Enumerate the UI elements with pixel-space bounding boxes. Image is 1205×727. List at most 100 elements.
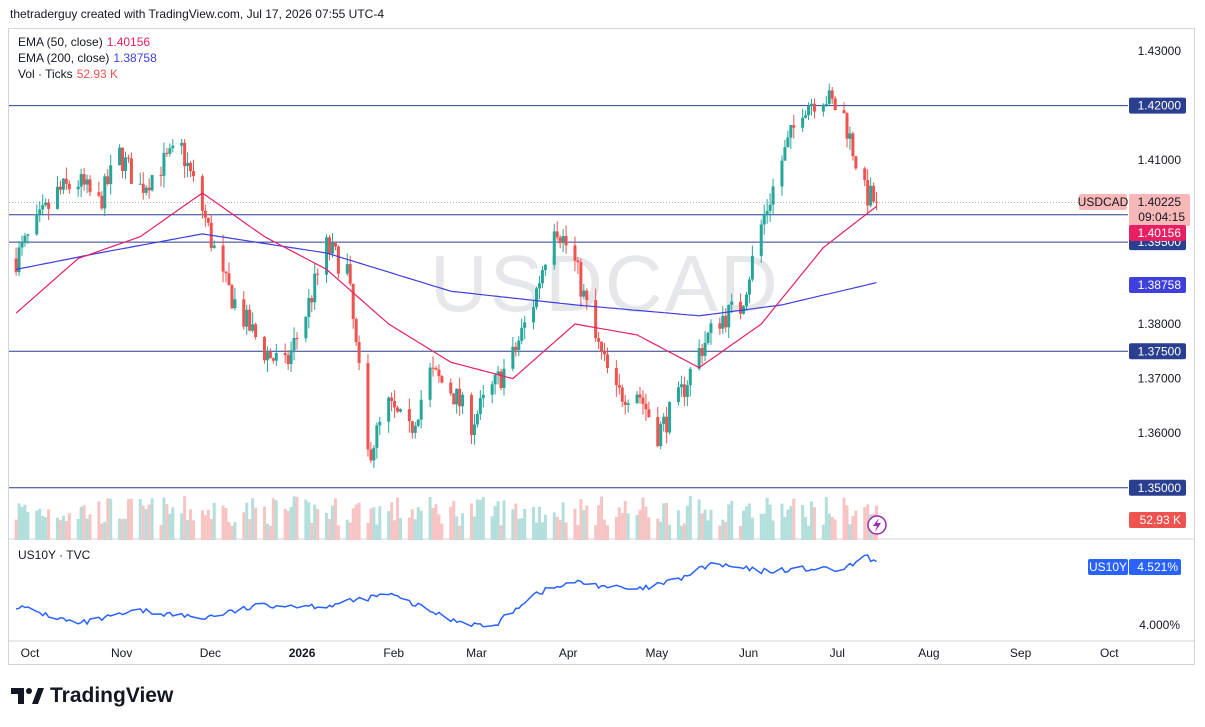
chart-frame <box>8 28 1195 665</box>
volume-bar <box>121 519 125 540</box>
legend-us10y[interactable]: US10Y · TVC <box>18 547 90 563</box>
volume-bar <box>304 499 308 540</box>
candle <box>744 294 748 307</box>
volume-bar <box>827 513 831 540</box>
us10y-line <box>15 554 877 628</box>
candle <box>109 165 113 184</box>
volume-bar <box>597 505 601 540</box>
candle <box>375 425 379 448</box>
candle <box>842 110 846 114</box>
candle <box>617 385 621 388</box>
candle <box>721 315 725 329</box>
volume-bar <box>472 516 476 540</box>
candle <box>688 368 692 386</box>
price-axis: 1.43000 1.41000 1.38000 1.37000 1.36000 1.420… <box>1078 44 1190 632</box>
volume-bar <box>540 522 544 540</box>
volume-bar <box>523 508 527 540</box>
time-tick-label: Oct <box>21 646 40 660</box>
volume-bar <box>721 519 725 540</box>
volume-bar <box>79 506 83 540</box>
volume-bar <box>481 496 485 540</box>
legend-volume-value: 52.93 K <box>76 67 119 81</box>
volume-bar <box>780 503 784 540</box>
volume-bar <box>638 509 642 540</box>
volume-bar <box>85 518 89 540</box>
volume-bar <box>76 519 80 540</box>
legend-ema50[interactable]: EMA (50, close) 1.40156 <box>18 34 150 50</box>
candle <box>727 304 731 328</box>
candle <box>535 288 539 308</box>
candle <box>262 337 266 361</box>
volume-bar <box>268 525 272 540</box>
volume-bar <box>372 507 376 540</box>
candle <box>626 403 630 405</box>
volume-bar <box>251 498 255 540</box>
volume-bar <box>206 509 210 540</box>
candle <box>390 397 394 401</box>
time-tick-label: Mar <box>466 646 487 660</box>
ema50-tag-bg <box>1129 225 1186 241</box>
candle <box>289 350 293 365</box>
candle <box>765 210 769 215</box>
candle <box>845 113 849 139</box>
level-tag-3-bg <box>1129 343 1186 360</box>
legend-ema200[interactable]: EMA (200, close) 1.38758 <box>18 50 157 66</box>
tradingview-logo[interactable]: TradingView <box>10 684 173 708</box>
volume-bar <box>635 514 639 540</box>
volume-bar <box>55 517 59 540</box>
volume-bar <box>585 505 589 540</box>
volume-bar <box>168 513 172 540</box>
volume-bar <box>739 525 743 540</box>
ema50-line <box>15 192 877 380</box>
volume-bar <box>419 510 423 540</box>
candle <box>851 133 855 157</box>
volume-bar <box>644 506 648 540</box>
volume-bar <box>626 513 630 540</box>
candle <box>162 152 166 176</box>
candle <box>203 210 207 218</box>
candle <box>620 387 624 402</box>
candle <box>638 394 642 398</box>
volume-bar <box>88 514 92 540</box>
volume-bar <box>812 506 816 540</box>
candle <box>540 270 544 284</box>
candle <box>703 342 707 356</box>
candle <box>449 382 453 394</box>
volume-bar <box>709 509 713 540</box>
candle <box>118 147 122 166</box>
candle <box>605 354 609 369</box>
time-tick-label: Jun <box>739 646 758 660</box>
candle <box>159 175 163 177</box>
candle <box>38 209 42 215</box>
price-tick-label: 1.38000 <box>1138 317 1182 331</box>
tradingview-logo-text: TradingView <box>50 684 174 707</box>
volume-bar <box>768 504 772 540</box>
volume-bar <box>461 513 465 540</box>
legend-volume[interactable]: Vol · Ticks 52.93 K <box>18 66 118 82</box>
time-tick-label: Oct <box>1100 646 1119 660</box>
time-tick-label: Jul <box>830 646 845 660</box>
candle <box>668 402 672 433</box>
volume-bar <box>614 516 618 540</box>
candle <box>490 384 494 395</box>
candle <box>810 103 814 107</box>
volume-bar <box>227 521 231 540</box>
volume-bar <box>623 500 627 540</box>
volume-bar <box>449 506 453 540</box>
volume-bar <box>180 513 184 540</box>
volume-bar <box>600 496 604 540</box>
candle <box>79 174 83 187</box>
candle <box>144 187 148 193</box>
legend-ema50-value: 1.40156 <box>106 35 151 49</box>
volume-bar <box>147 504 151 540</box>
candle <box>58 186 62 190</box>
volume-bar <box>535 522 539 540</box>
us10y-value-bg <box>1129 559 1181 575</box>
volume-bar <box>82 505 86 540</box>
candle <box>183 142 187 167</box>
volume-bar <box>200 510 204 540</box>
level-tag-0-text: 1.42000 <box>1138 99 1182 113</box>
volume-bar <box>289 507 293 540</box>
candle <box>739 301 743 314</box>
